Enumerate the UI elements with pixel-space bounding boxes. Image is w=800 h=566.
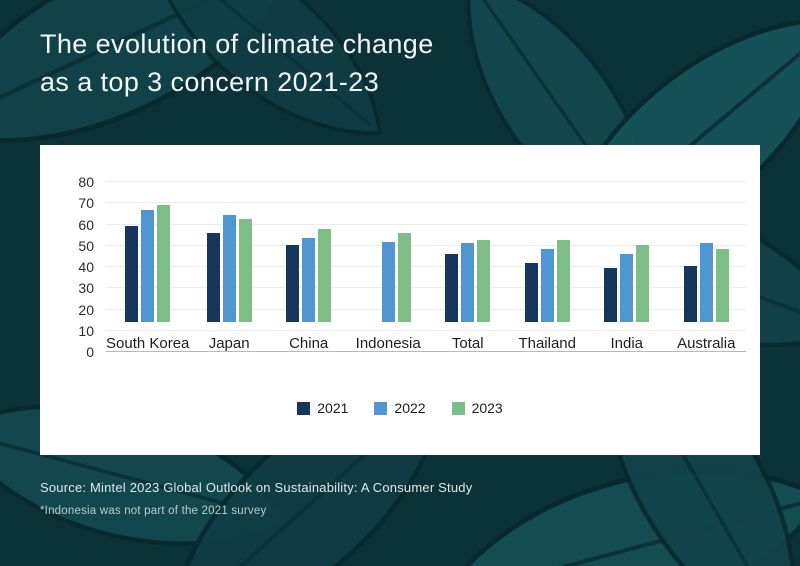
legend-label: 2022: [394, 400, 426, 416]
legend-label: 2023: [471, 400, 503, 416]
source-text: Source: Mintel 2023 Global Outlook on Su…: [40, 480, 473, 495]
bar-group-indonesia: Indonesia: [348, 182, 428, 352]
bar-group-india: India: [587, 182, 667, 352]
bar-2023-australia: [715, 248, 729, 322]
y-tick-label: 80: [78, 174, 94, 190]
bar-2021-total: [445, 253, 459, 322]
legend-item-2023: 2023: [451, 400, 503, 416]
bar-2021-japan: [206, 232, 220, 322]
bars: [524, 182, 570, 322]
bar-group-australia: Australia: [667, 182, 747, 352]
chart-legend: 2021 2022 2023: [40, 400, 760, 416]
category-label: Indonesia: [355, 335, 421, 352]
bar-2023-total: [477, 239, 491, 322]
y-tick-label: 20: [78, 301, 94, 318]
bar-2022-australia: [699, 243, 713, 322]
category-label: Japan: [208, 335, 250, 352]
category-label: China: [289, 335, 329, 352]
y-tick-label: 30: [78, 280, 94, 297]
gridline: [106, 329, 746, 331]
bar-2021-thailand: [524, 262, 538, 322]
legend-swatch: [374, 401, 388, 415]
x-axis-line: [106, 351, 746, 352]
bar-2021-china: [286, 245, 300, 322]
y-tick-label: 70: [78, 195, 94, 212]
bar-2021-india: [604, 267, 618, 322]
category-label: Total: [451, 335, 484, 352]
bar-2022-china: [302, 238, 316, 322]
legend-item-2022: 2022: [374, 400, 426, 416]
bars: [366, 182, 411, 322]
gridline: [106, 223, 746, 225]
bars: [286, 182, 332, 322]
y-tick-label: 60: [78, 216, 94, 233]
page-title: The evolution of climate change as a top …: [40, 26, 434, 102]
legend-item-2021: 2021: [297, 400, 348, 416]
bar-group-south-korea: South Korea: [106, 182, 189, 352]
gridline: [106, 244, 746, 246]
y-tick-label: 40: [78, 259, 94, 275]
footnote-text: *Indonesia was not part of the 2021 surv…: [40, 505, 267, 517]
grouped-bar-chart: 0 10 20 30 40 50 60 70 80 South Korea Japan China I…: [64, 175, 746, 359]
category-label: Australia: [677, 335, 736, 352]
bar-2022-indonesia: [381, 241, 395, 322]
bar-2022-south-korea: [141, 210, 155, 322]
bar-2023-japan: [238, 218, 252, 322]
category-label: India: [610, 335, 643, 352]
bar-2022-india: [620, 253, 634, 322]
title-line-1: The evolution of climate change: [40, 29, 434, 59]
y-tick-label: 10: [78, 322, 94, 339]
plot-area: South Korea Japan China Indonesia Total Thail…: [106, 181, 746, 352]
title-line-2: as a top 3 concern 2021-23: [40, 66, 380, 97]
bars: [683, 182, 729, 322]
bars: [206, 182, 252, 322]
y-axis: 0 10 20 30 40 50 60 70 80: [64, 175, 106, 359]
bars: [604, 182, 650, 322]
bar-2023-thailand: [556, 239, 570, 322]
bar-2023-indonesia: [397, 232, 411, 322]
bar-groups: South Korea Japan China Indonesia Total Thail…: [106, 182, 746, 352]
category-label: Thailand: [518, 335, 576, 352]
bar-2023-china: [318, 229, 332, 322]
category-label: South Korea: [106, 335, 190, 352]
chart-card: 0 10 20 30 40 50 60 70 80 South Korea Japan China I…: [40, 145, 760, 455]
gridline: [106, 266, 746, 267]
bar-2023-south-korea: [157, 204, 171, 322]
bar-2023-india: [636, 245, 650, 322]
y-tick-label: 0: [86, 344, 94, 360]
gridline: [106, 181, 746, 182]
gridline: [106, 202, 746, 204]
bars: [125, 182, 171, 322]
bar-group-thailand: Thailand: [507, 182, 587, 352]
gridline: [106, 287, 746, 289]
bar-2022-total: [461, 243, 475, 322]
gridline: [106, 308, 746, 310]
bar-2021-australia: [683, 266, 697, 322]
bar-group-china: China: [269, 182, 349, 352]
bar-2021-south-korea: [125, 225, 139, 322]
bar-2022-japan: [222, 215, 236, 322]
legend-swatch: [297, 401, 311, 415]
bar-group-japan: Japan: [189, 182, 269, 352]
legend-swatch: [451, 401, 465, 415]
gridlines: [106, 181, 746, 352]
bars: [445, 182, 491, 322]
bar-2022-thailand: [540, 248, 554, 322]
legend-label: 2021: [317, 400, 349, 416]
bar-group-total: Total: [428, 182, 508, 352]
y-tick-label: 50: [78, 237, 94, 254]
